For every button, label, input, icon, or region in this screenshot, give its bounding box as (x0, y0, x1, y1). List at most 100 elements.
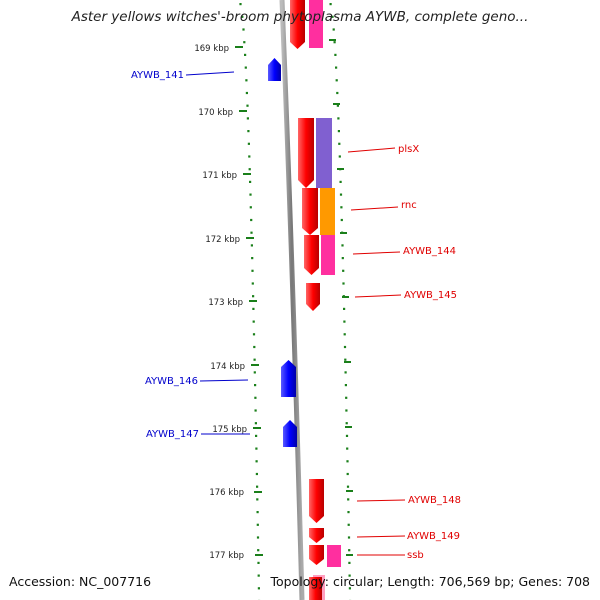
minor-tick (332, 28, 335, 31)
cog-block (321, 235, 335, 275)
gene-arrow[interactable] (302, 188, 318, 235)
minor-tick (341, 244, 344, 247)
minor-tick (344, 384, 347, 387)
minor-tick (333, 41, 336, 44)
minor-tick (249, 206, 252, 209)
cog-block (327, 545, 341, 567)
minor-tick (254, 409, 257, 412)
minor-tick (250, 244, 253, 247)
gene-arrow[interactable] (290, 0, 305, 49)
gene-arrow[interactable] (268, 58, 281, 81)
gene-label[interactable]: AYWB_145 (404, 290, 457, 301)
minor-tick (345, 434, 349, 437)
minor-tick (252, 320, 255, 323)
gene-label[interactable]: AYWB_144 (403, 246, 456, 257)
tick-label: 177 kbp (209, 551, 244, 561)
minor-tick (239, 3, 242, 6)
gene-arrow[interactable] (309, 528, 324, 543)
gene-label[interactable]: ssb (407, 550, 424, 561)
minor-tick (346, 447, 349, 450)
gene-label[interactable]: AYWB_147 (146, 429, 199, 440)
minor-tick (254, 422, 257, 425)
accession-text: Accession: NC_007716 (9, 574, 152, 589)
minor-tick (342, 269, 345, 272)
minor-tick (246, 117, 249, 120)
minor-tick (256, 536, 260, 539)
minor-tick (255, 447, 258, 450)
minor-tick (252, 295, 255, 298)
minor-tick (242, 28, 245, 31)
minor-tick (335, 66, 338, 69)
minor-tick (253, 371, 256, 374)
gene-label[interactable]: AYWB_148 (408, 495, 461, 506)
minor-tick (257, 574, 260, 577)
minor-tick (345, 396, 348, 399)
leader-line (356, 535, 406, 538)
minor-tick (251, 282, 254, 285)
cog-block (320, 188, 335, 235)
minor-tick (340, 218, 343, 222)
minor-tick (247, 142, 250, 145)
minor-tick (248, 168, 251, 171)
minor-tick (340, 206, 343, 209)
minor-tick (243, 41, 246, 44)
gene-arrow[interactable] (309, 577, 322, 600)
map-title: Aster yellows witches'-broom phytoplasma… (71, 9, 529, 25)
minor-tick (329, 3, 332, 6)
minor-tick (342, 282, 345, 285)
gene-arrow[interactable] (283, 420, 297, 447)
gene-arrow[interactable] (298, 118, 314, 188)
minor-tick (331, 15, 334, 18)
minor-tick (255, 460, 258, 463)
gene-arrow[interactable] (304, 235, 319, 275)
gene-label[interactable]: plsX (398, 144, 419, 155)
minor-tick (256, 523, 259, 526)
gene-arrow[interactable] (281, 360, 296, 397)
minor-tick (245, 79, 248, 82)
right-major-ticks (329, 39, 353, 556)
minor-tick (256, 485, 259, 488)
minor-tick (256, 511, 259, 514)
minor-tick (338, 142, 341, 145)
gene-label[interactable]: AYWB_146 (145, 376, 198, 387)
minor-tick (344, 371, 347, 374)
minor-tick (244, 53, 247, 56)
minor-tick (348, 561, 351, 564)
minor-tick (251, 269, 254, 272)
minor-tick (250, 231, 253, 234)
minor-tick (241, 15, 244, 18)
minor-tick (246, 104, 249, 107)
gene-label[interactable]: AYWB_141 (131, 70, 184, 81)
leader-line (354, 294, 402, 298)
minor-tick (343, 345, 347, 349)
cog-block (316, 118, 332, 188)
genome-backbone-arc (279, 0, 305, 600)
gene-arrow[interactable] (306, 283, 320, 311)
leader-lines (185, 71, 406, 556)
minor-tick (252, 307, 255, 310)
minor-tick (256, 498, 259, 501)
minor-tick (346, 460, 349, 463)
minor-tick (348, 574, 351, 577)
minor-tick (334, 53, 337, 56)
minor-tick (253, 358, 256, 361)
gene-arrow[interactable] (309, 479, 324, 523)
tick-label: 172 kbp (205, 235, 240, 245)
minor-tick (254, 384, 257, 387)
gene-label[interactable]: rnc (401, 200, 417, 211)
gene-label[interactable]: AYWB_149 (407, 531, 460, 542)
leader-line (185, 71, 235, 76)
leader-line (347, 147, 396, 153)
leader-line (352, 251, 401, 255)
leader-line (356, 499, 406, 502)
leader-line (199, 379, 249, 382)
right-tick-track (329, 3, 352, 600)
minor-tick (336, 91, 339, 95)
minor-tick (345, 409, 348, 412)
tick-label: 173 kbp (208, 298, 243, 308)
minor-tick (257, 587, 260, 590)
gene-arrow[interactable] (309, 545, 324, 565)
minor-tick (249, 180, 252, 183)
